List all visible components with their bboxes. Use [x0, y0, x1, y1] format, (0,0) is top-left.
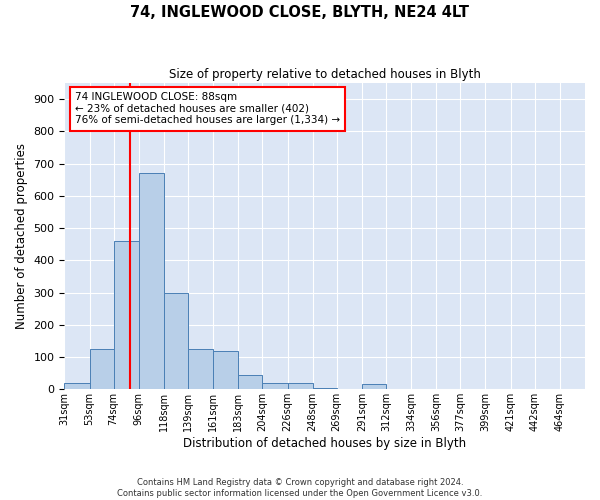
- Bar: [164, 292, 188, 390]
- Bar: [362, 384, 386, 390]
- Bar: [113, 241, 139, 390]
- Bar: [64, 383, 89, 390]
- Bar: [287, 383, 313, 390]
- Y-axis label: Number of detached properties: Number of detached properties: [15, 143, 28, 329]
- Bar: [262, 383, 287, 390]
- Bar: [188, 349, 213, 390]
- Bar: [238, 375, 262, 390]
- Bar: [213, 350, 238, 390]
- Text: Contains HM Land Registry data © Crown copyright and database right 2024.
Contai: Contains HM Land Registry data © Crown c…: [118, 478, 482, 498]
- Bar: [139, 174, 164, 390]
- Bar: [313, 388, 337, 390]
- Text: 74, INGLEWOOD CLOSE, BLYTH, NE24 4LT: 74, INGLEWOOD CLOSE, BLYTH, NE24 4LT: [131, 5, 470, 20]
- Text: 74 INGLEWOOD CLOSE: 88sqm
← 23% of detached houses are smaller (402)
76% of semi: 74 INGLEWOOD CLOSE: 88sqm ← 23% of detac…: [75, 92, 340, 126]
- Title: Size of property relative to detached houses in Blyth: Size of property relative to detached ho…: [169, 68, 481, 80]
- X-axis label: Distribution of detached houses by size in Blyth: Distribution of detached houses by size …: [183, 437, 466, 450]
- Bar: [89, 349, 113, 390]
